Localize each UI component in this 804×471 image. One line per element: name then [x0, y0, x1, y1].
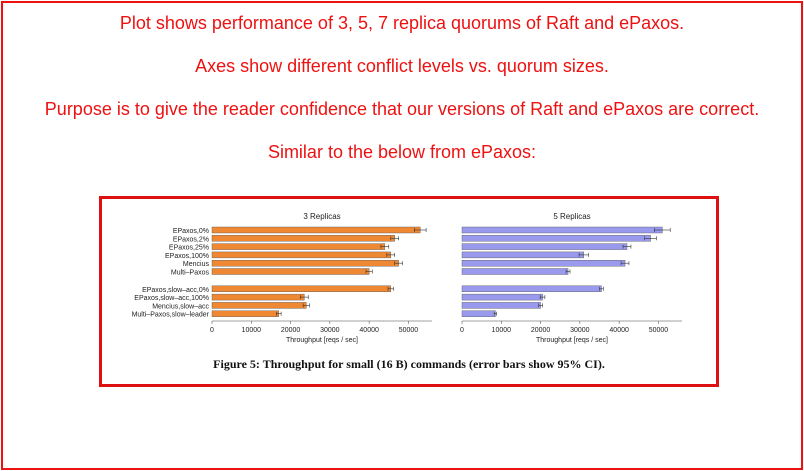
bar: [211, 268, 370, 275]
bar: [461, 302, 541, 309]
bar: [461, 251, 584, 259]
x-tick-label: 20000: [281, 327, 301, 334]
x-tick-label: 0: [210, 327, 214, 334]
bar: [211, 251, 391, 259]
x-tick-label: 10000: [242, 327, 262, 334]
category-label: Multi–Paxos,slow–leader: [132, 312, 210, 319]
bar: [461, 226, 663, 234]
bar: [461, 285, 602, 293]
category-label: Mencius: [183, 261, 210, 268]
panel-title: 3 Replicas: [303, 212, 340, 221]
category-label: EPaxos,slow–acc,100%: [134, 295, 209, 302]
bar: [461, 268, 569, 275]
x-tick-label: 50000: [399, 327, 419, 334]
category-label: EPaxos,2%: [173, 236, 209, 243]
bar: [461, 293, 543, 301]
panel-title: 5 Replicas: [553, 212, 590, 221]
bar: [211, 310, 279, 317]
note-line-4: Similar to the below from ePaxos:: [267, 142, 537, 162]
category-label: EPaxos,25%: [169, 245, 209, 252]
x-axis-label: Throughput [reqs / sec]: [286, 337, 358, 344]
category-label: Mencius,slow–acc: [152, 303, 209, 310]
x-tick-label: 10000: [492, 327, 512, 334]
note-line-2: Axes show different conflict levels vs. …: [195, 56, 609, 76]
figure-caption: Figure 5: Throughput for small (16 B) co…: [213, 357, 605, 371]
note-line-1: Plot shows performance of 3, 5, 7 replic…: [119, 13, 685, 33]
x-tick-label: 0: [460, 327, 464, 334]
x-tick-label: 30000: [570, 327, 590, 334]
note-line-3: Purpose is to give the reader confidence…: [44, 99, 760, 119]
category-label: EPaxos,0%: [173, 228, 209, 235]
bar: [211, 302, 307, 309]
x-tick-label: 50000: [649, 327, 669, 334]
x-axis-label: Throughput [reqs / sec]: [536, 337, 608, 344]
throughput-chart: EPaxos,0%EPaxos,2%EPaxos,25%EPaxos,100%M…: [132, 212, 682, 344]
x-tick-label: 20000: [531, 327, 551, 334]
x-tick-label: 40000: [359, 327, 379, 334]
x-tick-label: 40000: [609, 327, 629, 334]
bar: [461, 243, 628, 250]
figure-box: EPaxos,0% EPaxos,2% EPaxos,25% EPaxos,100% M…: [99, 196, 719, 387]
category-label: EPaxos,slow–acc,0%: [142, 287, 209, 294]
bar: [461, 235, 651, 242]
bar: [461, 260, 626, 267]
bar: [211, 293, 305, 301]
bar: [211, 260, 399, 267]
bar: [461, 310, 496, 317]
x-tick-label: 30000: [320, 327, 340, 334]
category-label: Multi–Paxos: [171, 270, 210, 277]
bar: [211, 226, 421, 234]
bar: [211, 243, 386, 250]
bar: [211, 285, 391, 293]
bar: [211, 235, 395, 242]
category-label: EPaxos,100%: [165, 253, 209, 260]
